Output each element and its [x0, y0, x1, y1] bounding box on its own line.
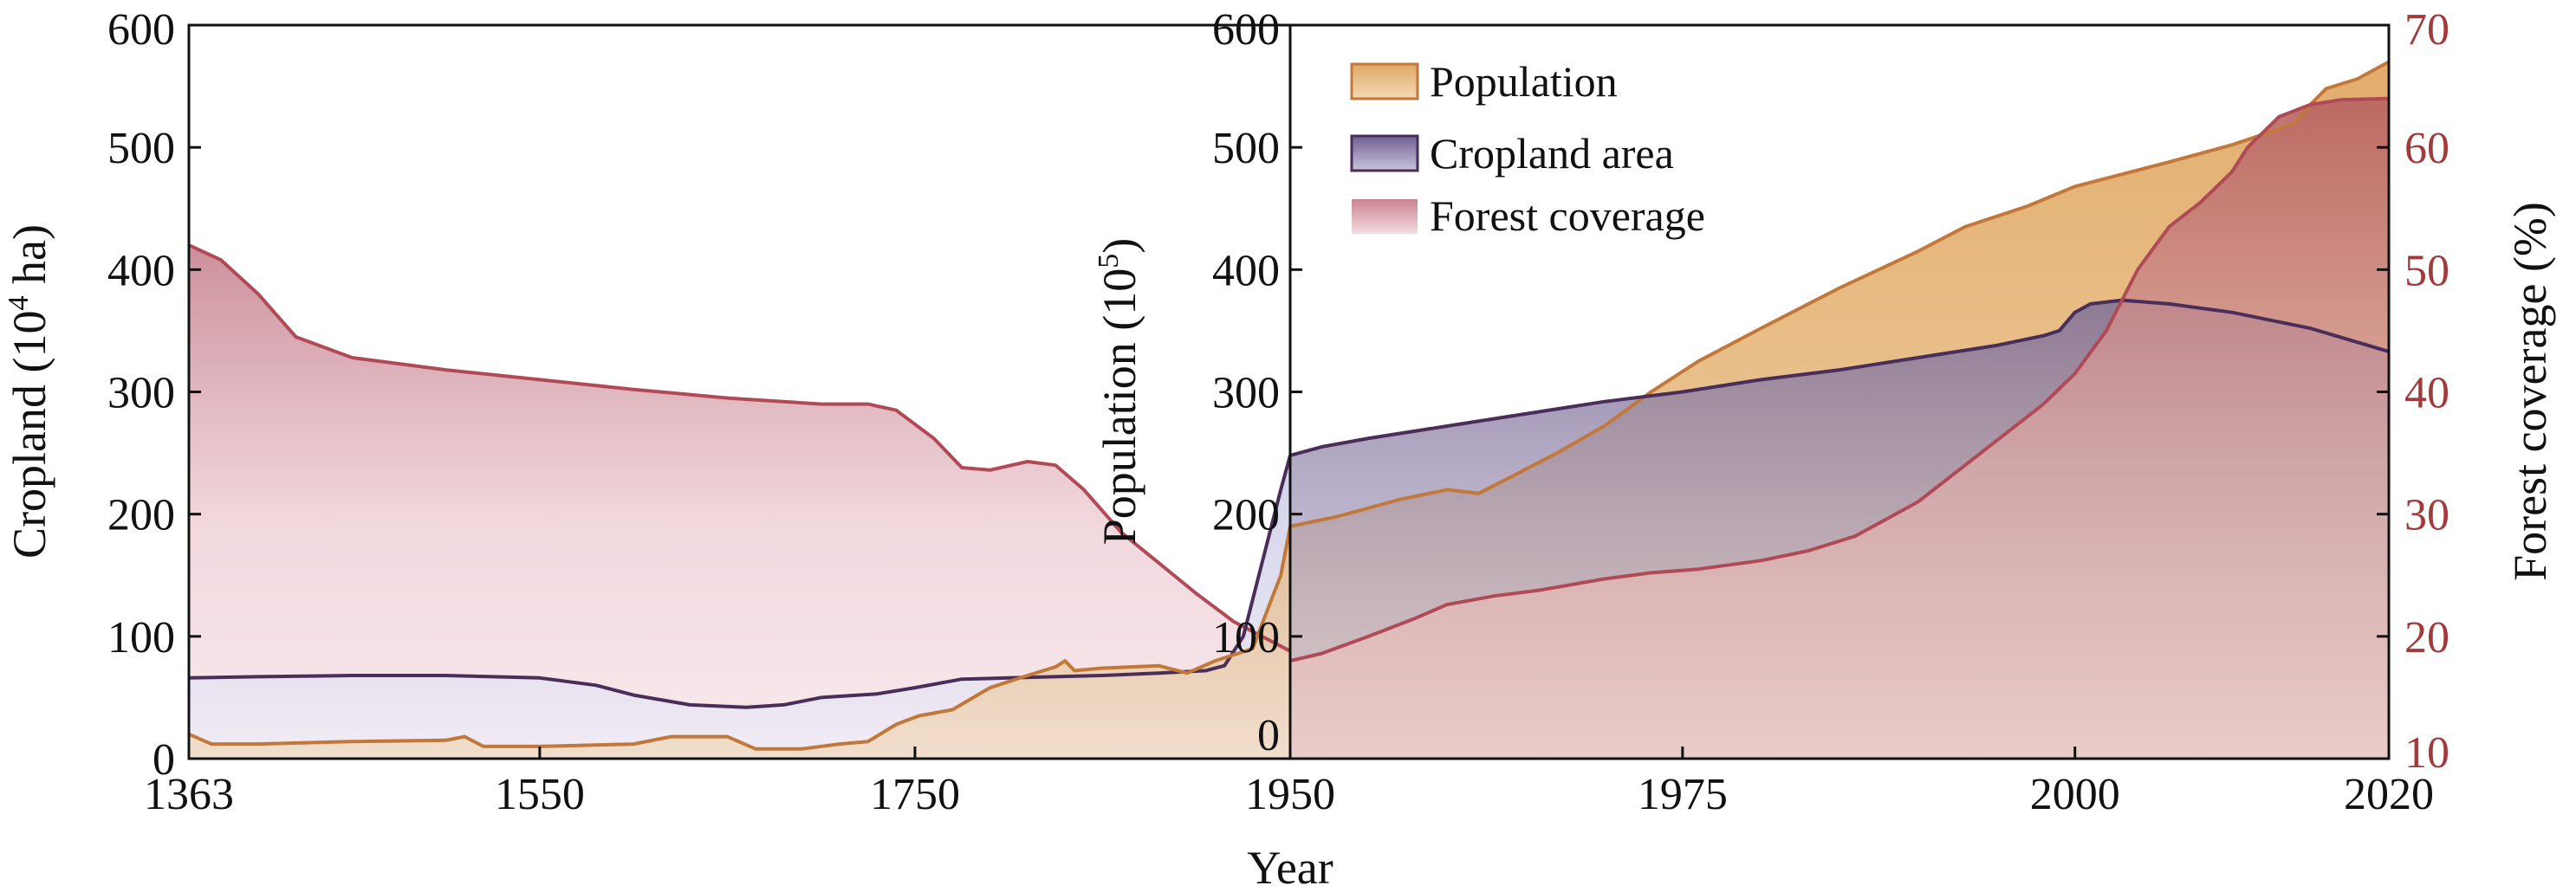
modern-forest-coverage-area [1290, 98, 2389, 759]
left-x-axis-ticks: 1363 1550 1750 [144, 747, 1292, 819]
historical-x-tick-label: 1550 [495, 770, 585, 819]
forest-coverage-axis-ticks: 10 20 30 40 50 60 70 [2377, 5, 2449, 778]
modern-x-tick-label: 2020 [2344, 770, 2434, 819]
historical-y-tick-label: 0 [152, 735, 175, 785]
modern-series-lines [1289, 60, 2390, 663]
panel-modern: 0 100 200 300 400 500 600 1950 1975 2000 2020 10 2… [1093, 5, 2556, 819]
modern-x-tick-label: 1950 [1245, 770, 1335, 819]
forest-coverage-tick-label: 50 [2404, 246, 2449, 295]
legend-label-cropland-area: Cropland area [1430, 129, 1674, 178]
left-y-axis-title: Cropland (104 ha) [3, 224, 55, 559]
modern-y-tick-label: 100 [1212, 613, 1280, 663]
historical-population-area [189, 526, 1290, 759]
modern-y-axis-title: Population (105) [1093, 238, 1145, 545]
x-axis-title: Year [1247, 842, 1333, 892]
modern-y-tick-label: 300 [1212, 369, 1280, 418]
historical-forest-coverage-line [188, 243, 1291, 653]
modern-x-tick-label: 1975 [1638, 770, 1728, 819]
legend-swatch-population [1350, 62, 1419, 100]
modern-y-tick-label: 200 [1212, 491, 1280, 540]
historical-series-areas [189, 245, 1290, 759]
historical-y-tick-label: 500 [107, 124, 175, 173]
modern-y-axis-title-main: Population (10 [1093, 268, 1145, 546]
historical-x-tick-label: 1750 [870, 770, 960, 819]
legend: Population Cropland area Forest coverage [1350, 57, 1705, 240]
forest-coverage-tick-label: 30 [2404, 491, 2449, 540]
modern-x-axis-ticks: 1950 1975 2000 2020 [1245, 747, 2434, 819]
forest-coverage-tick-label: 20 [2404, 613, 2449, 663]
left-y-axis-title-sup: 4 [3, 296, 35, 311]
historical-y-tick-label: 400 [107, 246, 175, 295]
modern-cropland-area-line [1289, 298, 2390, 457]
historical-x-tick-label: 1363 [144, 770, 234, 819]
modern-y-tick-label: 400 [1212, 246, 1280, 295]
modern-y-tick-label: 600 [1212, 5, 1280, 55]
forest-coverage-tick-label: 70 [2404, 5, 2449, 55]
legend-label-population: Population [1430, 57, 1618, 106]
legend-swatch-cropland-area [1350, 134, 1419, 172]
modern-y-axis-title-suffix: ) [1093, 238, 1145, 254]
modern-y-axis-title-sup: 5 [1093, 254, 1125, 268]
left-y-axis-title-main: Cropland (10 [3, 311, 55, 559]
modern-population-line [1289, 60, 2390, 528]
modern-y-tick-label: 0 [1257, 711, 1280, 760]
historical-series-lines [188, 243, 1292, 751]
modern-y-axis-ticks: 0 100 200 300 400 500 600 [1212, 5, 1302, 760]
historical-y-tick-label: 100 [107, 613, 175, 663]
historical-y-tick-label: 200 [107, 491, 175, 540]
historical-y-tick-label: 600 [107, 5, 175, 55]
forest-coverage-tick-label: 40 [2404, 369, 2449, 418]
forest-coverage-tick-label: 60 [2404, 124, 2449, 173]
modern-y-tick-label: 500 [1212, 124, 1280, 173]
forest-coverage-tick-label: 10 [2404, 728, 2449, 778]
historical-forest-coverage-area [189, 245, 1290, 759]
modern-x-tick-label: 2000 [2030, 770, 2120, 819]
left-y-axis-ticks: 0 100 200 300 400 500 600 [107, 5, 201, 785]
modern-forest-coverage-line [1289, 96, 2390, 663]
panel-historical: 0 100 200 300 400 500 600 1363 1550 1750 Croplan… [3, 5, 1292, 819]
historical-population-line [188, 526, 1292, 751]
forest-coverage-axis-title: Forest coverage (%) [2504, 202, 2556, 581]
left-y-axis-title-suffix: ha) [3, 224, 55, 295]
historical-y-tick-label: 300 [107, 369, 175, 418]
legend-swatch-forest-coverage [1352, 199, 1418, 234]
legend-label-forest-coverage: Forest coverage [1430, 191, 1705, 240]
